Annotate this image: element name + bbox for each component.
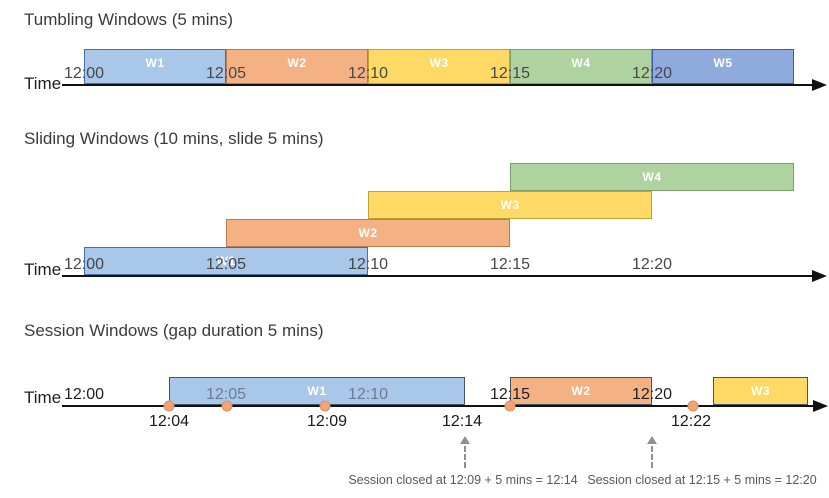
session-closed-annotation: Session closed at 12:15 + 5 mins = 12:20 [587,473,817,487]
tumbling-window-w3: W3 [368,49,510,84]
session-tick-label: 12:20 [631,386,673,403]
sliding-time-axis-label: Time [24,260,62,279]
callout-up-arrow-icon [647,436,657,444]
tumbling-time-axis [62,84,812,86]
tumbling-window-w5: W5 [652,49,794,84]
event-dot [687,400,699,412]
tumbling-section-title: Tumbling Windows (5 mins) [24,10,234,29]
event-time-label: 12:04 [148,413,190,430]
tumbling-axis-arrowhead-icon [812,79,827,91]
window-label: W2 [287,56,307,70]
event-time-label: 12:09 [306,413,348,430]
sliding-tick-label: 12:20 [631,256,673,273]
tumbling-tick-label: 12:10 [347,65,389,82]
session-section-title: Session Windows (gap duration 5 mins) [24,321,324,340]
window-label: W1 [216,254,236,268]
sliding-section-title: Sliding Windows (10 mins, slide 5 mins) [24,129,324,148]
sliding-tick-label: 12:15 [489,256,531,273]
sliding-window-w4: W4 [510,163,794,191]
tumbling-tick-label: 12:05 [205,65,247,82]
window-label: W3 [429,56,449,70]
sliding-time-axis [62,275,812,277]
callout-dashed-stem [464,446,466,468]
window-label: W3 [751,384,770,398]
sliding-tick-label: 12:00 [63,256,105,273]
sliding-tick-label: 12:05 [205,256,247,273]
tumbling-window-w2: W2 [226,49,368,84]
sliding-tick-label: 12:10 [347,256,389,273]
event-time-label: 12:22 [670,413,712,430]
tumbling-tick-label: 12:20 [631,65,673,82]
tumbling-time-axis-label: Time [24,74,62,93]
session-tick-label: 12:00 [63,386,105,403]
window-label: W4 [571,56,591,70]
tumbling-window-w1: W1 [84,49,226,84]
event-dot [504,400,516,412]
event-dot [163,400,175,412]
window-label: W1 [145,56,165,70]
tumbling-window-w4: W4 [510,49,652,84]
session-window-w1: W1 [169,377,465,405]
window-label: W5 [713,56,733,70]
session-tick-label: 12:10 [347,386,389,403]
session-window-w3: W3 [713,377,808,405]
sliding-window-w1: W1 [84,247,368,275]
event-dot [221,400,233,412]
session-closed-annotation: Session closed at 12:09 + 5 mins = 12:14 [348,473,578,487]
session-axis-arrowhead-icon [813,400,828,412]
event-time-label: 12:14 [441,413,483,430]
window-label: W4 [642,170,662,184]
session-time-axis [62,405,813,407]
session-tick-label: 12:15 [489,386,531,403]
window-label: W3 [500,198,520,212]
callout-up-arrow-icon [460,436,470,444]
session-tick-label: 12:05 [205,386,247,403]
tumbling-tick-label: 12:00 [63,65,105,82]
event-dot [319,400,331,412]
window-label: W1 [307,384,327,398]
sliding-window-w2: W2 [226,219,510,247]
sliding-window-w3: W3 [368,191,652,219]
session-window-w2: W2 [510,377,652,405]
callout-dashed-stem [651,446,653,468]
sliding-axis-arrowhead-icon [812,270,827,282]
window-label: W2 [571,384,591,398]
window-label: W2 [358,226,378,240]
session-time-axis-label: Time [24,388,62,407]
tumbling-tick-label: 12:15 [489,65,531,82]
